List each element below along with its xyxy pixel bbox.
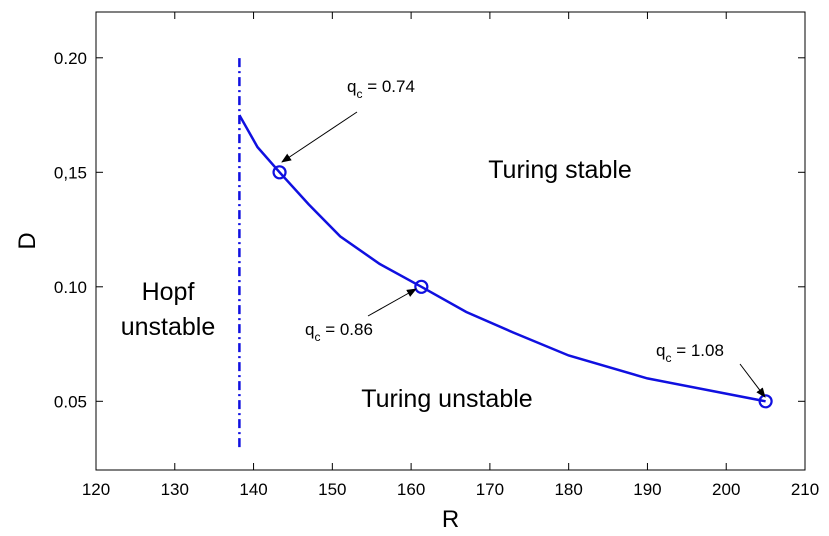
x-tick-label: 210 [791, 480, 819, 499]
qc-annotation-label: qc = 0.74 [347, 77, 415, 101]
x-tick-label: 180 [554, 480, 582, 499]
x-tick-label: 140 [239, 480, 267, 499]
critical-point-marker [414, 279, 429, 294]
y-tick-label: 0.05 [54, 392, 87, 411]
annotation-arrow [367, 288, 417, 317]
y-axis-label: D [14, 232, 41, 249]
region-label-hopf: Hopf [142, 278, 195, 306]
plot-frame [95, 11, 806, 471]
qc-annotation-label: qc = 0.86 [305, 320, 373, 344]
region-label-unstable: unstable [121, 313, 216, 341]
region-label-turing-stable: Turing stable [488, 156, 632, 184]
annotation-arrow [281, 111, 358, 163]
x-tick-label: 130 [161, 480, 189, 499]
critical-point-marker [758, 394, 773, 409]
x-tick-label: 170 [476, 480, 504, 499]
x-tick-label: 150 [318, 480, 346, 499]
x-tick-label: 160 [397, 480, 425, 499]
y-tick-label: 0.10 [54, 278, 87, 297]
qc-annotation-label: qc = 1.08 [656, 341, 724, 365]
y-tick-label: 0.20 [54, 49, 87, 68]
x-axis-label: R [442, 506, 459, 533]
annotation-arrow [739, 363, 766, 398]
y-tick-label: 0,15 [54, 163, 87, 182]
x-tick-label: 200 [712, 480, 740, 499]
critical-point-marker [272, 165, 287, 180]
x-tick-label: 190 [633, 480, 661, 499]
x-tick-label: 120 [82, 480, 110, 499]
region-label-turing-unstable: Turing unstable [361, 385, 532, 413]
